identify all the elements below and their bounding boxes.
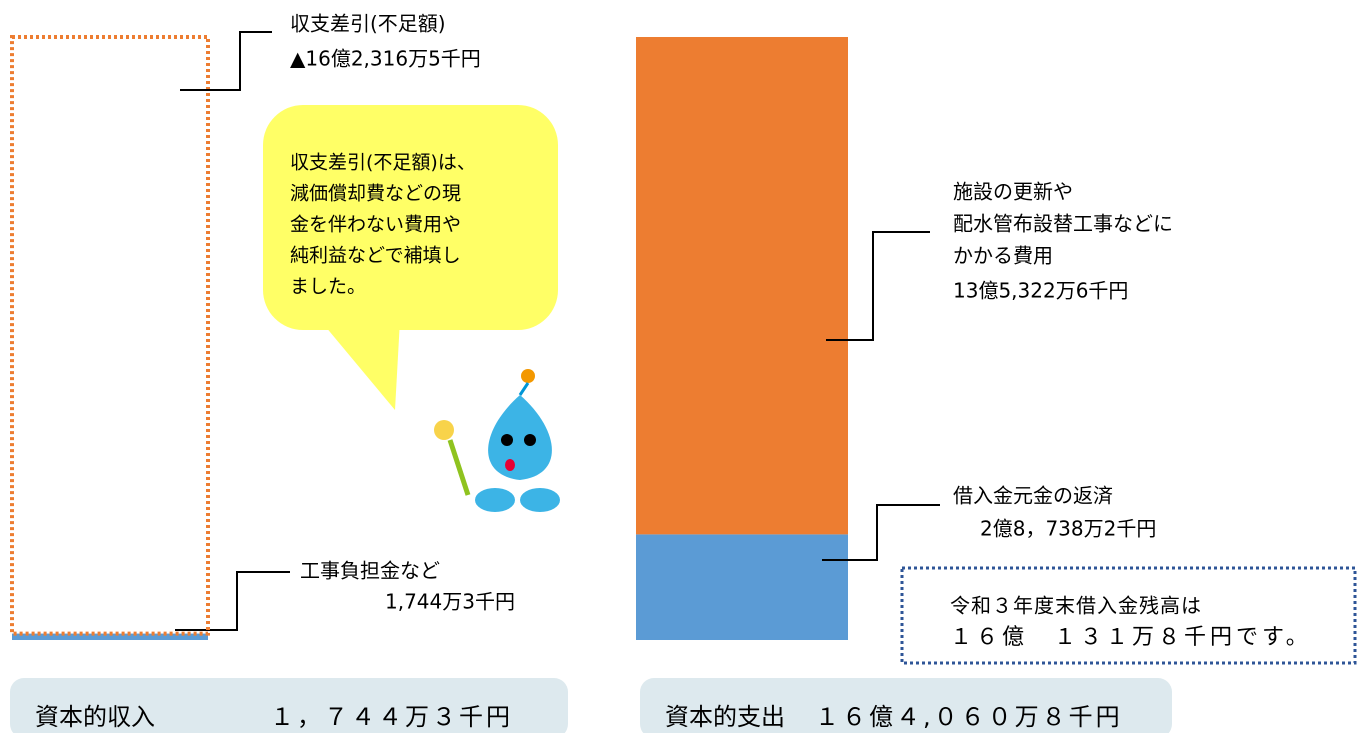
callout-text: 収支差引(不足額)は、 xyxy=(290,152,476,174)
segment-value: 2億8，738万2千円 xyxy=(980,517,1156,541)
segment-label: 収支差引(不足額) xyxy=(290,12,446,36)
callout-text: 純利益などで補填し xyxy=(290,245,461,267)
segment-label: 借入金元金の返済 xyxy=(953,484,1113,508)
mascot xyxy=(434,369,560,512)
bar-segment xyxy=(636,37,848,534)
segment-value: 13億5,322万6千円 xyxy=(953,279,1128,303)
segment-label: 工事負担金など xyxy=(300,559,440,583)
callout-text: 減価償却費などの現 xyxy=(290,183,461,205)
note-text: 令和３年度末借入金残高は xyxy=(950,594,1202,618)
total-value: １，７４４万３千円 xyxy=(270,703,513,731)
segment-value: 1,744万3千円 xyxy=(385,590,515,614)
callout-text: 金を伴わない費用や xyxy=(290,214,461,236)
segment-value: ▲16億2,316万5千円 xyxy=(290,47,481,71)
segment-label: 施設の更新や xyxy=(953,180,1073,204)
callout-tail xyxy=(320,320,400,410)
note-text: １６億 １３１万８千円です。 xyxy=(950,625,1312,650)
total-title: 資本的支出 xyxy=(665,703,785,731)
segment-label: かかる費用 xyxy=(953,244,1053,268)
infographic: 令和３年度末借入金残高は １６億 １３１万８千円です。 資本的収入 １，７４４万… xyxy=(0,0,1367,733)
connector xyxy=(180,32,272,90)
connector xyxy=(175,572,290,630)
total-value: １６億４,０６０万８千円 xyxy=(815,703,1123,731)
callout-text: ました。 xyxy=(290,276,366,298)
bar-segment xyxy=(12,37,208,634)
bar-segment xyxy=(636,534,848,640)
segment-label: 配水管布設替工事などに xyxy=(953,212,1173,236)
total-title: 資本的収入 xyxy=(35,703,155,731)
